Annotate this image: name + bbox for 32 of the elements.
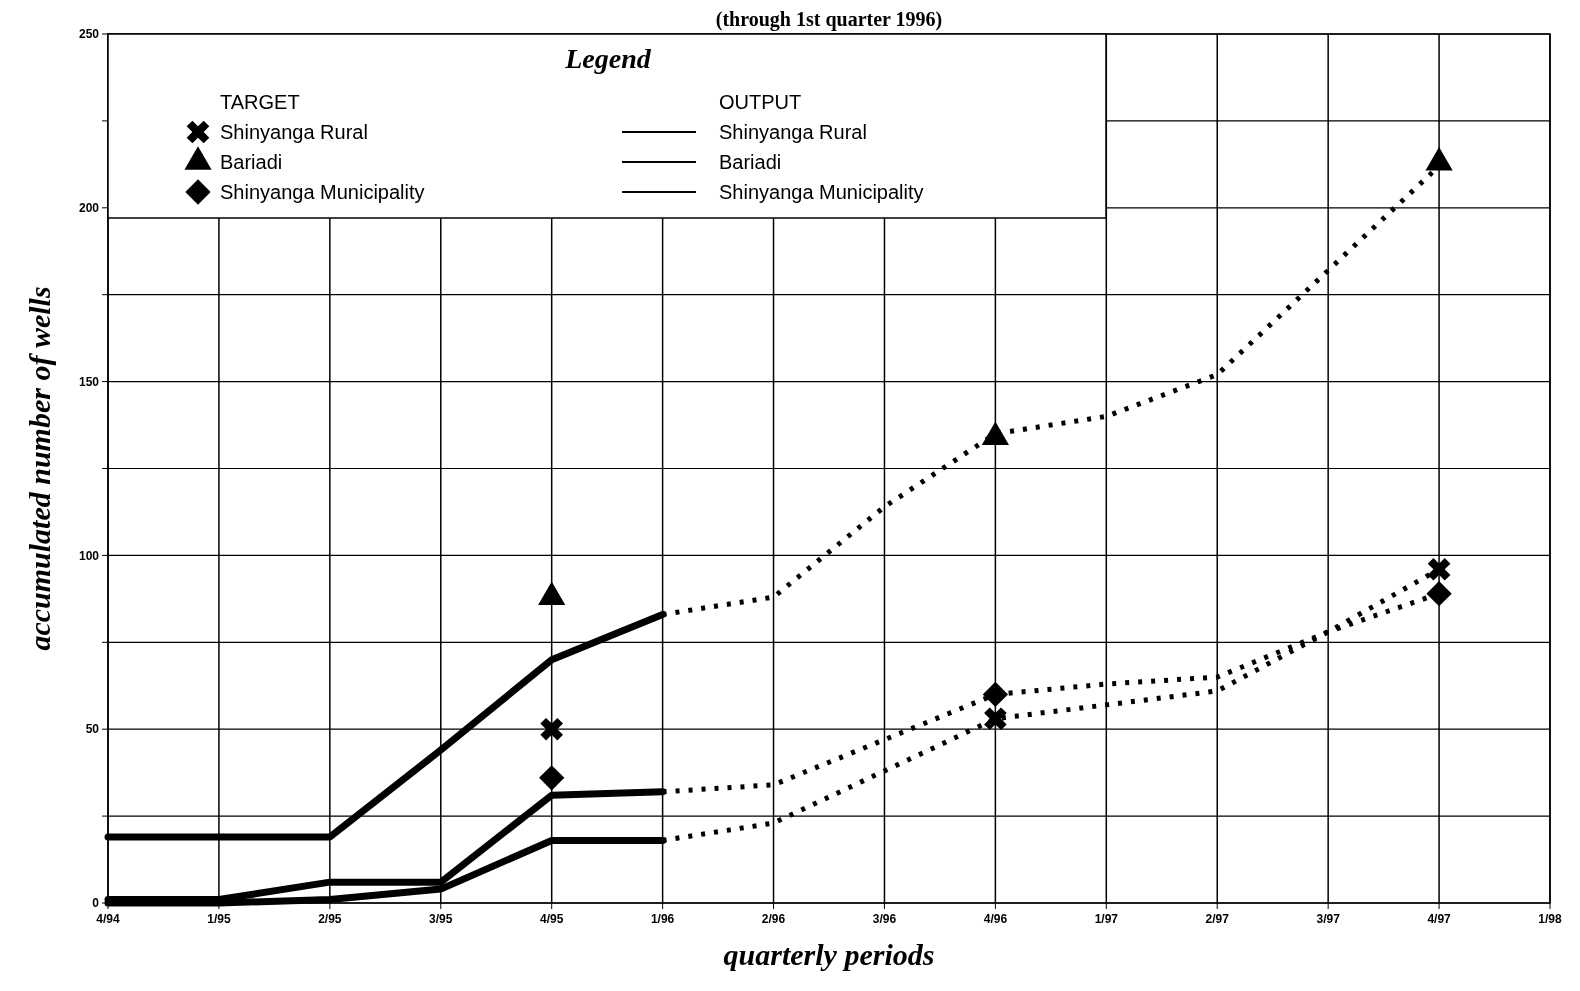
legend-label: Shinyanga Municipality [719, 181, 924, 203]
x-tick-label: 1/95 [207, 912, 231, 926]
x-tick-label: 1/96 [650, 912, 675, 926]
y-tick-label: 100 [78, 548, 100, 563]
x-tick-label: 1/97 [1094, 912, 1119, 926]
x-tick-label: 4/96 [983, 912, 1008, 926]
x-tick-label: 3/96 [872, 912, 897, 926]
y-tick-label: 200 [78, 201, 100, 215]
x-tick-label: 4/97 [1427, 912, 1452, 926]
x-tick-label: 2/96 [761, 912, 786, 926]
legend-title: Legend [564, 43, 652, 74]
x-tick-label: 3/95 [429, 912, 453, 926]
y-tick-label: 0 [92, 896, 100, 911]
x-tick-label: 3/97 [1316, 912, 1341, 926]
x-axis-title: quarterly periods [723, 938, 935, 971]
x-tick-label: 2/97 [1205, 912, 1230, 926]
x-tick-label: 2/95 [318, 912, 342, 926]
legend-label: Shinyanga Rural [220, 121, 368, 143]
legend-label: Bariadi [220, 151, 283, 173]
y-tick-label: 150 [78, 374, 100, 389]
chart-title: (through 1st quarter 1996) [715, 8, 943, 31]
annotation: TARGET [220, 91, 300, 113]
legend-label: Shinyanga Rural [719, 121, 867, 143]
annotation: OUTPUT [719, 91, 802, 113]
legend-label: Shinyanga Municipality [220, 181, 425, 203]
x-tick-label: 4/95 [540, 912, 564, 926]
y-axis-title: accumulated number of wells [23, 286, 56, 651]
x-tick-label: 1/98 [1538, 912, 1562, 926]
legend-label: Bariadi [719, 151, 782, 173]
x-tick-label: 4/94 [96, 912, 120, 926]
y-tick-label: 50 [85, 722, 100, 737]
y-tick-label: 250 [78, 27, 100, 42]
